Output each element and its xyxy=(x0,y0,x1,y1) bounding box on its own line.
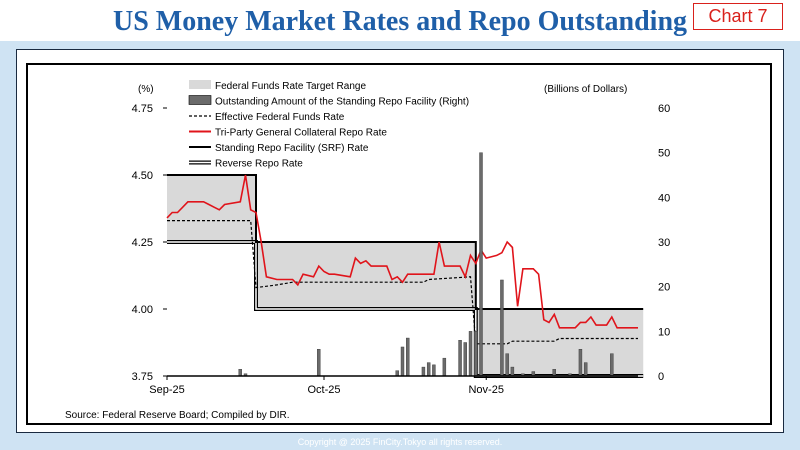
copyright-notice: Copyright @ 2025 FinCity.Tokyo all right… xyxy=(297,437,503,447)
y-right-tick-label: 40 xyxy=(658,192,670,204)
y-left-tick-label: 4.25 xyxy=(132,237,153,249)
chart-canvas: 3.75 4.00 4.25 4.50 4.75 0 10 20 30 40 50 60 Sep-25 O… xyxy=(26,63,772,425)
x-tick-label: Oct-25 xyxy=(307,384,340,396)
legend-label: Effective Federal Funds Rate xyxy=(215,112,345,123)
y-right-tick-label: 60 xyxy=(658,103,670,115)
chart-number-badge: Chart 7 xyxy=(693,3,783,30)
srf-outstanding-bar xyxy=(317,349,321,377)
srf-outstanding-bar xyxy=(238,369,242,377)
x-tick-label: Sep-25 xyxy=(149,384,184,396)
legend-label: Outstanding Amount of the Standing Repo … xyxy=(215,97,469,108)
y-right-tick-label: 0 xyxy=(658,371,664,383)
legend-label: Standing Repo Facility (SRF) Rate xyxy=(215,143,369,154)
y-right-tick-label: 20 xyxy=(658,282,670,294)
legend-label: Reverse Repo Rate xyxy=(215,159,303,170)
y-left-tick-label: 4.00 xyxy=(132,304,153,316)
y-left-tick-label: 3.75 xyxy=(132,371,153,383)
y-left-tick-label: 4.50 xyxy=(132,170,153,182)
srf-outstanding-bar xyxy=(406,337,410,377)
y-right-unit: (Billions of Dollars) xyxy=(544,84,627,95)
y-left-unit: (%) xyxy=(138,84,154,95)
srf-outstanding-bar xyxy=(442,357,447,377)
srf-outstanding-bar xyxy=(468,331,473,377)
series-tri-party-gc-repo-rate xyxy=(166,174,638,329)
y-right-tick-label: 10 xyxy=(658,326,670,338)
legend-swatch-target-range xyxy=(189,80,211,89)
srf-outstanding-bar xyxy=(500,279,504,377)
y-right-tick-label: 50 xyxy=(658,148,670,160)
srf-outstanding-bar xyxy=(510,366,515,377)
srf-outstanding-bar xyxy=(583,362,588,377)
chart-frame xyxy=(26,63,772,425)
srf-outstanding-bar xyxy=(421,366,426,377)
srf-outstanding-bar xyxy=(395,370,399,377)
series-srf-rate xyxy=(167,174,644,310)
srf-outstanding-bar xyxy=(400,346,405,377)
target-range-band xyxy=(475,309,644,376)
chart-source-note: Source: Federal Reserve Board; Compiled … xyxy=(65,410,290,421)
legend-label: Federal Funds Rate Target Range xyxy=(215,81,366,92)
srf-outstanding-bar xyxy=(474,331,478,377)
srf-outstanding-bar xyxy=(426,362,431,377)
series-effective-federal-funds-rate xyxy=(167,220,638,345)
srf-outstanding-bar xyxy=(552,369,556,377)
srf-outstanding-bar xyxy=(432,364,436,377)
x-tick-label: Nov-25 xyxy=(468,384,503,396)
chart-panel: 3.75 4.00 4.25 4.50 4.75 0 10 20 30 40 50 60 Sep-25 O… xyxy=(16,49,784,433)
legend-label: Tri-Party General Collateral Repo Rate xyxy=(215,128,387,139)
y-left-tick-label: 4.75 xyxy=(132,103,153,115)
target-range-band xyxy=(255,242,476,309)
srf-outstanding-bar xyxy=(578,349,583,377)
srf-outstanding-bar xyxy=(610,353,614,377)
srf-outstanding-bar xyxy=(458,340,462,377)
srf-outstanding-bar xyxy=(463,342,467,377)
srf-outstanding-bar xyxy=(505,353,509,377)
y-right-tick-label: 30 xyxy=(658,237,670,249)
page-title: US Money Market Rates and Repo Outstandi… xyxy=(112,6,688,37)
legend-swatch-srf-outstanding xyxy=(188,95,212,105)
srf-outstanding-bar xyxy=(479,152,483,377)
